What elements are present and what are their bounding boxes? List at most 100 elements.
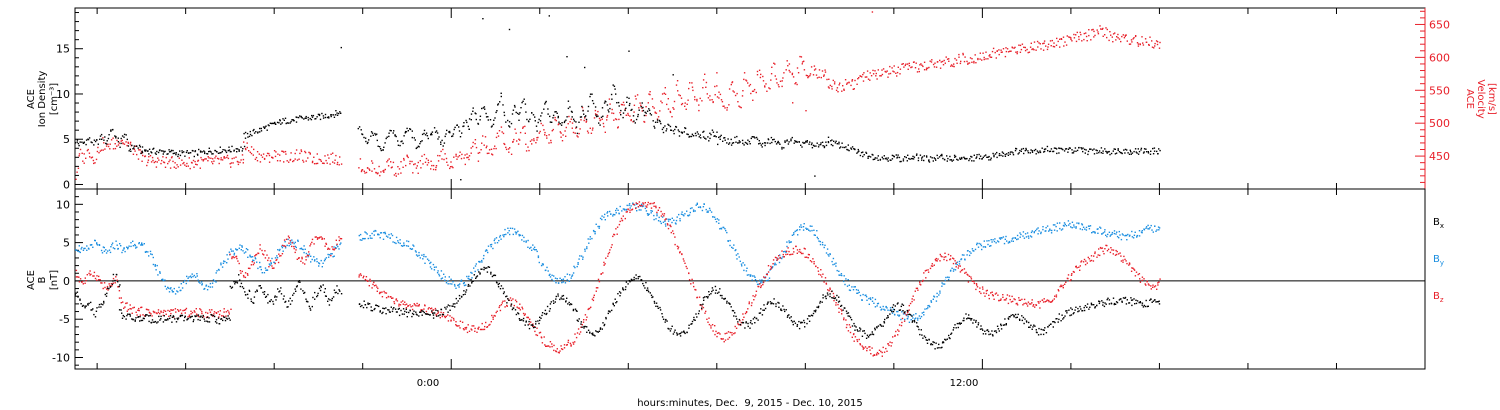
density-point: [164, 150, 166, 153]
bz-point: [934, 258, 937, 261]
bx-point: [390, 306, 392, 308]
velocity-point: [221, 159, 224, 161]
bz-point: [751, 302, 753, 304]
bx-point: [245, 294, 247, 296]
velocity-point: [1066, 35, 1068, 37]
velocity-point: [294, 158, 296, 160]
density-point: [998, 154, 1000, 157]
density-point: [1022, 147, 1025, 150]
by-point: [756, 283, 759, 286]
by-point: [1019, 232, 1021, 234]
velocity-point: [550, 139, 552, 142]
velocity-point: [752, 90, 755, 92]
velocity-point: [747, 82, 749, 84]
velocity-point: [601, 118, 603, 120]
density-point: [532, 114, 535, 116]
density-point: [515, 111, 517, 114]
velocity-point: [716, 85, 718, 87]
density-point: [626, 101, 628, 103]
velocity-point: [420, 167, 422, 169]
by-point: [402, 245, 404, 247]
by-point: [561, 281, 563, 284]
density-point: [1064, 148, 1067, 150]
bx-point: [277, 288, 279, 290]
by-point: [537, 256, 540, 259]
bz-point: [309, 245, 311, 247]
density-point: [666, 128, 668, 130]
density-point: [1052, 150, 1054, 153]
density-point: [500, 95, 502, 98]
bz-point: [523, 314, 526, 316]
bz-point: [124, 306, 126, 308]
velocity-point: [427, 161, 430, 164]
by-point: [180, 283, 182, 285]
bx-point: [240, 282, 243, 285]
density-point: [921, 157, 923, 159]
by-point: [191, 273, 193, 275]
bz-point: [967, 281, 970, 283]
by-point: [250, 256, 252, 258]
density-point: [1033, 149, 1036, 152]
bz-point: [118, 290, 121, 292]
bz-point: [878, 349, 881, 351]
by-point: [318, 265, 320, 267]
density-point: [764, 142, 767, 144]
bz-point: [321, 237, 323, 239]
bx-point: [140, 319, 142, 322]
by-point: [604, 213, 606, 216]
bz-point: [338, 239, 341, 242]
by-point: [207, 285, 210, 288]
density-point: [431, 131, 434, 133]
by-point: [180, 289, 182, 292]
by-point: [1012, 237, 1014, 239]
density-point: [1039, 150, 1041, 152]
bz-point: [679, 251, 681, 253]
bz-point: [383, 290, 385, 293]
bz-point: [315, 236, 317, 238]
density-point: [646, 110, 649, 112]
bx-point: [363, 300, 365, 302]
velocity-point: [837, 91, 839, 93]
by-point: [1081, 223, 1083, 225]
bx-point: [105, 295, 108, 297]
density-point: [76, 141, 78, 143]
bz-point: [943, 256, 945, 258]
density-point: [188, 152, 190, 154]
bz-point: [385, 297, 388, 299]
bz-point: [949, 258, 952, 260]
bz-point: [666, 223, 669, 225]
bx-point: [541, 312, 544, 314]
bz-point: [618, 223, 621, 226]
bz-point: [494, 315, 496, 317]
by-point: [664, 220, 666, 222]
velocity-point: [1038, 42, 1040, 44]
velocity-point: [384, 168, 386, 171]
velocity-point: [928, 66, 930, 69]
bx-point: [134, 320, 136, 322]
by-point: [778, 261, 781, 264]
velocity-point: [979, 52, 981, 54]
density-point: [238, 149, 240, 151]
by-point: [1055, 225, 1057, 228]
density-point: [467, 125, 469, 128]
velocity-point: [853, 88, 855, 90]
by-point: [238, 247, 240, 249]
velocity-point: [1047, 43, 1050, 45]
density-point: [645, 112, 647, 114]
density-point: [770, 136, 773, 139]
bx-point: [420, 311, 422, 313]
bz-point: [197, 315, 200, 318]
by-point: [816, 236, 818, 239]
density-point: [1030, 149, 1032, 151]
bz-point: [269, 260, 272, 262]
velocity-point: [282, 150, 284, 153]
by-point: [783, 251, 785, 253]
density-point: [683, 131, 685, 133]
velocity-point: [1023, 46, 1025, 48]
velocity-point: [125, 141, 127, 143]
velocity-point: [134, 145, 137, 147]
density-point: [723, 137, 725, 139]
velocity-point: [262, 153, 265, 155]
density-point: [609, 107, 611, 110]
velocity-point: [296, 159, 299, 161]
